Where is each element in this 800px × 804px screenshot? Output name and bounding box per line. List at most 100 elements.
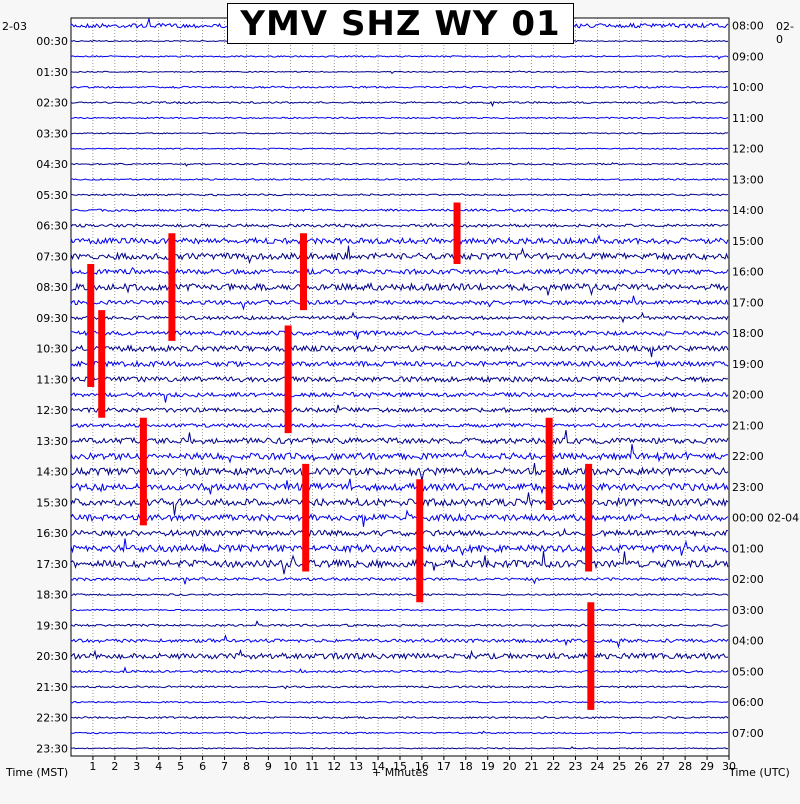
- left-tick-label: 07:30: [36, 250, 68, 263]
- left-tick-label: 11:30: [36, 373, 68, 386]
- x-tick-label: 3: [133, 760, 140, 773]
- trace-row: [70, 193, 729, 197]
- trace-row: [70, 391, 729, 403]
- trace-row: [70, 463, 729, 481]
- x-axis-label: + Minutes: [372, 766, 429, 779]
- trace-row: [70, 685, 729, 690]
- trace-row: [70, 430, 729, 445]
- trace-row: [70, 222, 729, 229]
- x-tick-label: 30: [722, 760, 736, 773]
- trace-row: [70, 634, 729, 649]
- trace-row: [70, 746, 729, 750]
- right-tick-label: 14:00: [732, 204, 764, 217]
- x-tick-label: 1: [89, 760, 96, 773]
- clip-event: [284, 325, 292, 434]
- x-tick-label: 15: [393, 760, 407, 773]
- left-tick-label: 22:30: [36, 712, 68, 725]
- x-tick-label: 17: [437, 760, 451, 773]
- trace-row: [70, 404, 729, 414]
- trace-row: [70, 700, 729, 704]
- trace-row: [70, 178, 729, 181]
- x-tick-label: 12: [327, 760, 341, 773]
- right-tick-label: 05:00: [732, 665, 764, 678]
- corner-right-date: 02-0: [776, 20, 794, 46]
- clip-event: [98, 310, 106, 418]
- clip-event: [299, 233, 307, 311]
- trace-row: [70, 160, 729, 167]
- trace-row: [70, 730, 729, 735]
- x-tick-label: 21: [525, 760, 539, 773]
- right-tick-label: 21:00: [732, 419, 764, 432]
- trace-row: [70, 329, 729, 340]
- chart-title: YMV SHZ WY 01: [227, 3, 574, 44]
- x-tick-label: 28: [678, 760, 692, 773]
- right-tick-label: 10:00: [732, 81, 764, 94]
- left-tick-label: 18:30: [36, 589, 68, 602]
- trace-row: [70, 147, 729, 150]
- left-tick-label: 08:30: [36, 281, 68, 294]
- trace-row: [70, 70, 729, 75]
- x-tick-label: 7: [221, 760, 228, 773]
- trace-row: [70, 492, 729, 516]
- right-tick-label: 01:00: [732, 542, 764, 555]
- left-tick-label: 13:30: [36, 435, 68, 448]
- trace-row: [70, 551, 729, 575]
- x-tick-label: 19: [481, 760, 495, 773]
- x-tick-label: 6: [199, 760, 206, 773]
- clip-event: [302, 463, 310, 572]
- x-tick-label: 25: [612, 760, 626, 773]
- x-tick-label: 24: [590, 760, 604, 773]
- trace-row: [70, 592, 729, 597]
- x-tick-label: 23: [568, 760, 582, 773]
- x-tick-label: 14: [371, 760, 385, 773]
- right-tick-label: 11:00: [732, 112, 764, 125]
- right-tick-label: 22:00: [732, 450, 764, 463]
- x-tick-label: 26: [634, 760, 648, 773]
- x-tick-label: 5: [177, 760, 184, 773]
- trace-row: [70, 55, 729, 60]
- right-tick-label: 09:00: [732, 50, 764, 63]
- left-tick-label: 14:30: [36, 466, 68, 479]
- trace-row: [70, 85, 729, 89]
- trace-row: [70, 245, 729, 265]
- trace-row: [70, 208, 729, 213]
- right-tick-label: 04:00: [732, 635, 764, 648]
- x-tick-label: 16: [415, 760, 429, 773]
- trace-row: [70, 576, 729, 585]
- trace-row: [70, 266, 729, 276]
- right-tick-label: 08:00: [732, 20, 764, 33]
- x-tick-label: 18: [459, 760, 473, 773]
- left-tick-label: 10:30: [36, 343, 68, 356]
- left-tick-label: 09:30: [36, 312, 68, 325]
- trace-row: [70, 715, 729, 720]
- left-tick-label: 20:30: [36, 650, 68, 663]
- left-tick-label: 19:30: [36, 619, 68, 632]
- x-tick-label: 22: [547, 760, 561, 773]
- right-tick-label: 23:00: [732, 481, 764, 494]
- x-tick-label: 20: [503, 760, 517, 773]
- left-tick-label: 12:30: [36, 404, 68, 417]
- x-tick-label: 10: [283, 760, 297, 773]
- trace-row: [70, 538, 729, 557]
- trace-row: [70, 360, 729, 368]
- left-tick-label: 04:30: [36, 158, 68, 171]
- left-axis-label: Time (MST): [6, 766, 69, 779]
- right-tick-label: 13:00: [732, 173, 764, 186]
- clip-event: [587, 602, 595, 710]
- trace-row: [70, 234, 729, 246]
- x-tick-label: 9: [265, 760, 272, 773]
- left-tick-label: 05:30: [36, 189, 68, 202]
- clip-event: [168, 233, 176, 341]
- x-tick-label: 4: [155, 760, 162, 773]
- left-tick-label: 03:30: [36, 127, 68, 140]
- trace-row: [70, 344, 729, 358]
- trace-row: [70, 648, 729, 661]
- trace-row: [70, 295, 729, 311]
- trace-row: [70, 509, 729, 527]
- trace-row: [70, 422, 729, 429]
- left-tick-label: 23:30: [36, 742, 68, 755]
- right-tick-label: 16:00: [732, 266, 764, 279]
- trace-row: [70, 116, 729, 120]
- left-tick-label: 06:30: [36, 220, 68, 233]
